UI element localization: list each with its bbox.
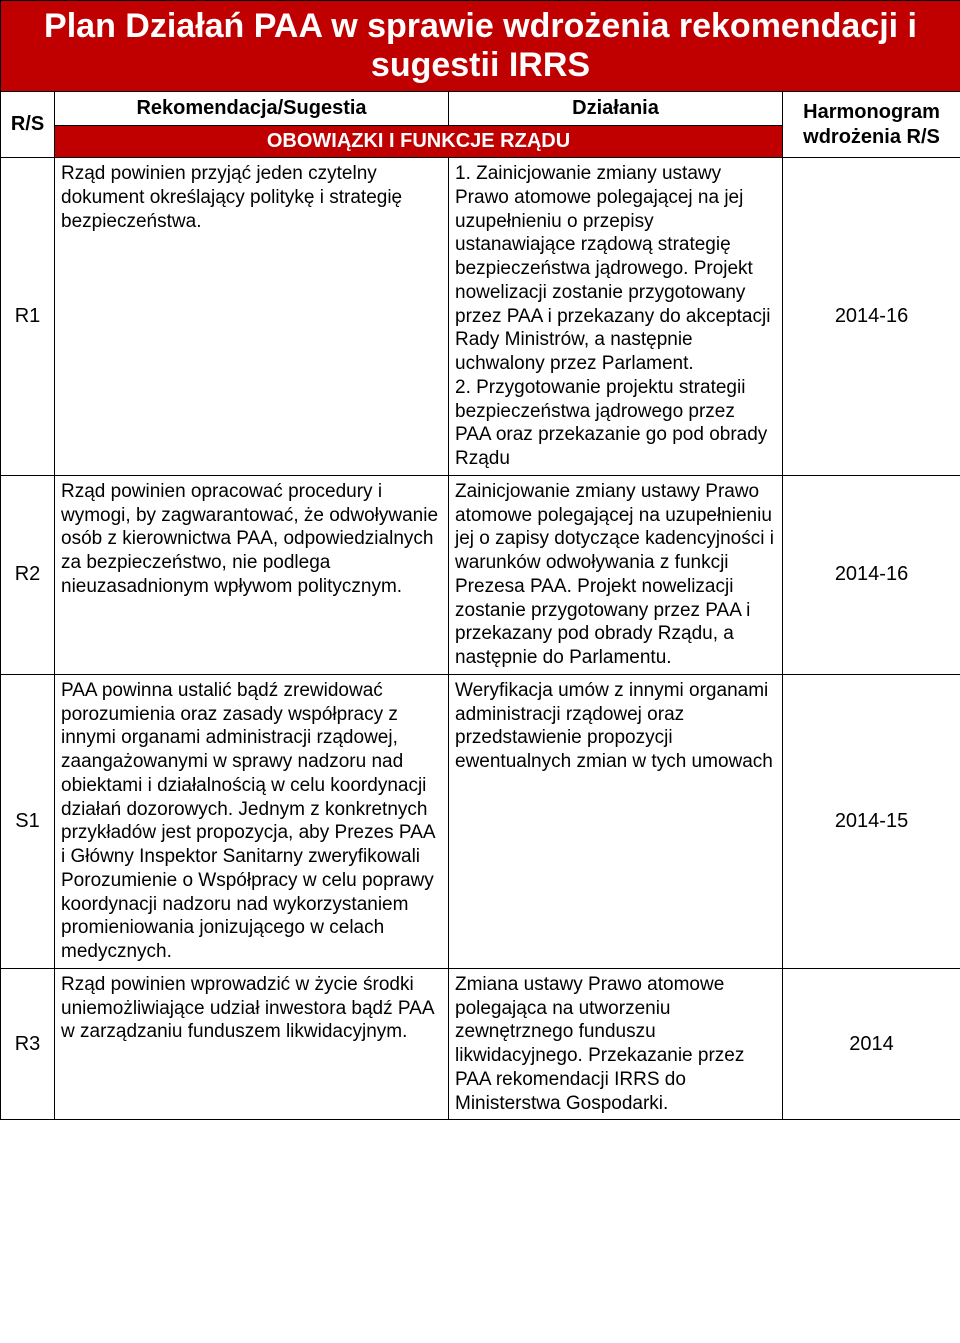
schedule-text: 2014 xyxy=(783,968,960,1120)
table-row: R1 Rząd powinien przyjąć jeden czytelny … xyxy=(1,158,960,476)
document-title: Plan Działań PAA w sprawie wdrożenia rek… xyxy=(1,1,960,92)
col-header-rs: R/S xyxy=(1,92,55,158)
row-id: R3 xyxy=(1,968,55,1120)
action-text: Zmiana ustawy Prawo atomowe polegająca n… xyxy=(449,968,783,1120)
schedule-text: 2014-16 xyxy=(783,158,960,476)
recommendation-text: Rząd powinien wprowadzić w życie środki … xyxy=(55,968,449,1120)
header-row: R/S Rekomendacja/Sugestia Działania Harm… xyxy=(1,92,960,126)
recommendation-text: PAA powinna ustalić bądź zrewidować poro… xyxy=(55,674,449,968)
recommendation-text: Rząd powinien przyjąć jeden czytelny dok… xyxy=(55,158,449,476)
col-header-act: Działania xyxy=(449,92,783,126)
title-row: Plan Działań PAA w sprawie wdrożenia rek… xyxy=(1,1,960,92)
col-header-rec: Rekomendacja/Sugestia xyxy=(55,92,449,126)
row-id: S1 xyxy=(1,674,55,968)
schedule-text: 2014-16 xyxy=(783,475,960,674)
schedule-text: 2014-15 xyxy=(783,674,960,968)
col-header-date: Harmonogram wdrożenia R/S xyxy=(783,92,960,158)
table-row: R2 Rząd powinien opracować procedury i w… xyxy=(1,475,960,674)
recommendation-text: Rząd powinien opracować procedury i wymo… xyxy=(55,475,449,674)
row-id: R2 xyxy=(1,475,55,674)
section-label: OBOWIĄZKI I FUNKCJE RZĄDU xyxy=(55,126,783,158)
action-text: Weryfikacja umów z innymi organami admin… xyxy=(449,674,783,968)
table-row: R3 Rząd powinien wprowadzić w życie środ… xyxy=(1,968,960,1120)
row-id: R1 xyxy=(1,158,55,476)
action-text: Zainicjowanie zmiany ustawy Prawo atomow… xyxy=(449,475,783,674)
table-row: S1 PAA powinna ustalić bądź zrewidować p… xyxy=(1,674,960,968)
action-text: 1. Zainicjowanie zmiany ustawy Prawo ato… xyxy=(449,158,783,476)
action-plan-table: Plan Działań PAA w sprawie wdrożenia rek… xyxy=(0,0,960,1120)
